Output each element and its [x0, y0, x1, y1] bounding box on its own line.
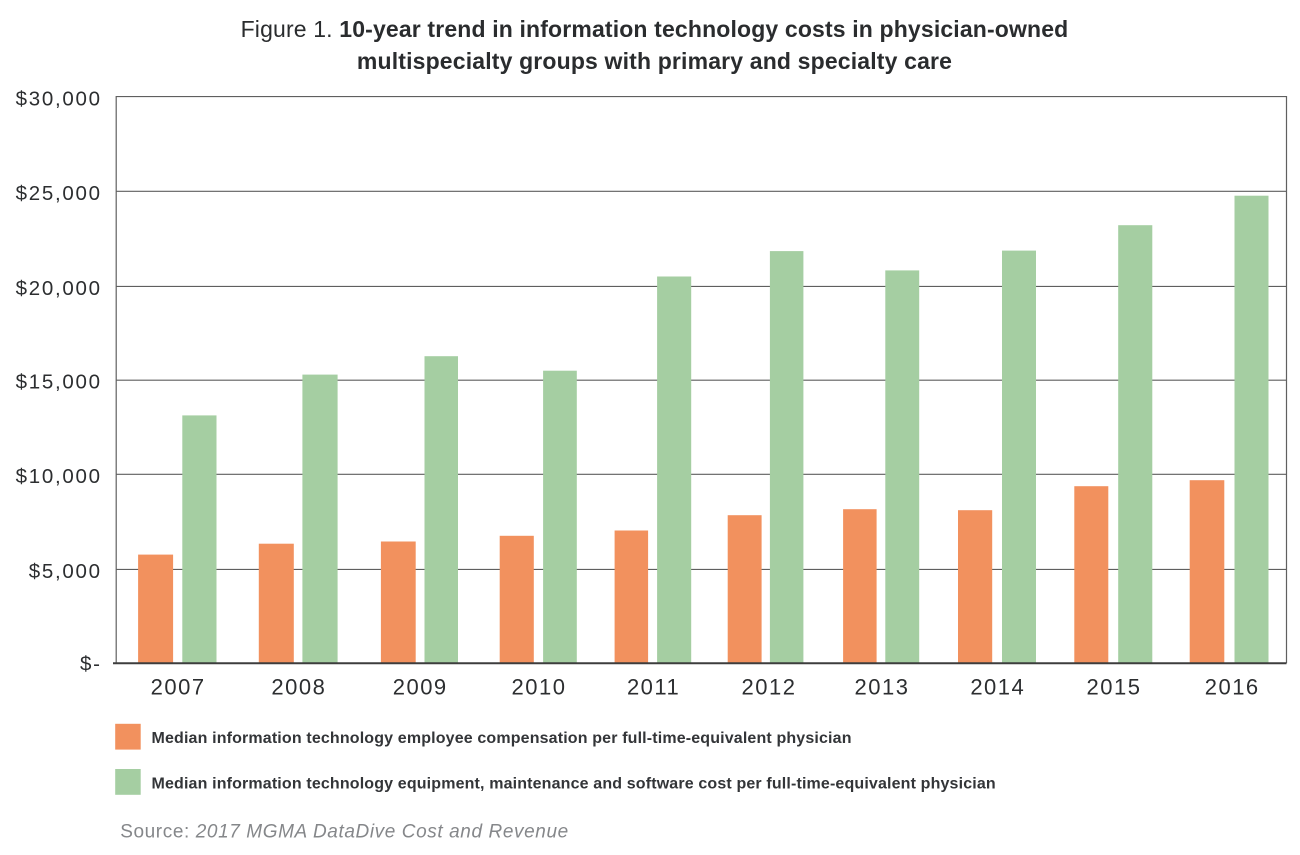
svg-text:Median information technology: Median information technology employee c…: [152, 730, 852, 747]
svg-text:2009: 2009: [393, 675, 448, 700]
svg-text:2016: 2016: [1205, 675, 1260, 700]
svg-text:2008: 2008: [271, 675, 326, 700]
svg-text:2014: 2014: [970, 675, 1025, 700]
svg-text:2010: 2010: [512, 675, 567, 700]
svg-text:multispecialty groups with pri: multispecialty groups with primary and s…: [357, 48, 952, 74]
svg-text:2013: 2013: [855, 675, 910, 700]
svg-text:Source: 2017 MGMA DataDive Cos: Source: 2017 MGMA DataDive Cost and Reve…: [120, 822, 569, 843]
svg-text:$-: $-: [80, 653, 102, 676]
svg-text:$15,000: $15,000: [16, 371, 102, 394]
svg-text:$30,000: $30,000: [16, 88, 102, 111]
svg-text:$10,000: $10,000: [16, 465, 102, 488]
svg-text:2015: 2015: [1087, 675, 1142, 700]
svg-text:2012: 2012: [742, 675, 797, 700]
svg-text:$5,000: $5,000: [29, 560, 102, 583]
svg-text:Figure 1. 10-year trend in inf: Figure 1. 10-year trend in information t…: [241, 16, 1069, 42]
svg-text:$25,000: $25,000: [16, 182, 102, 205]
svg-text:Median information technology: Median information technology equipment,…: [152, 775, 996, 792]
svg-text:$20,000: $20,000: [16, 277, 102, 300]
svg-text:2007: 2007: [151, 675, 206, 700]
svg-text:2011: 2011: [627, 675, 680, 700]
